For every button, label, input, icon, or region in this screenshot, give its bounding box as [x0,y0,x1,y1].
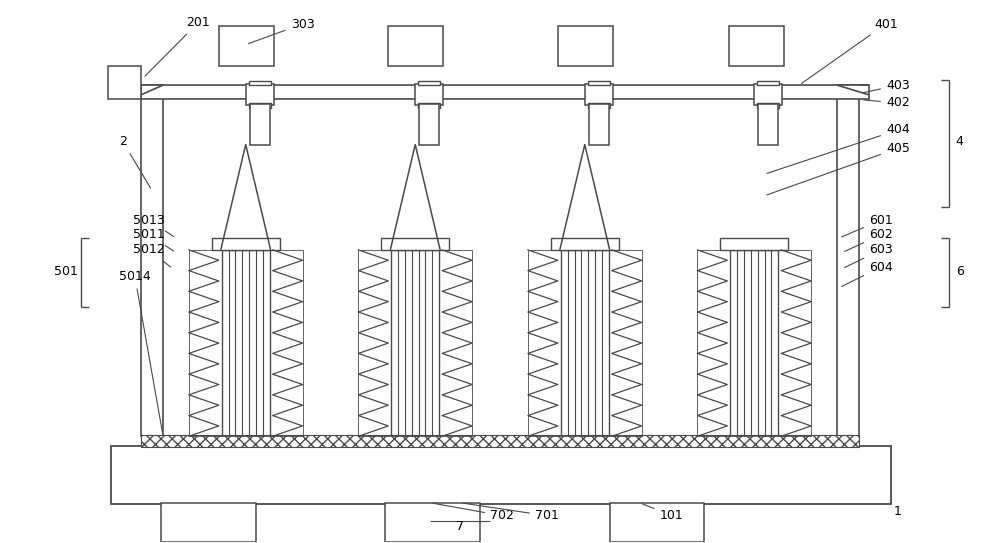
Bar [418,81,440,85]
Text: 501: 501 [54,265,78,278]
Text: 4: 4 [956,135,964,148]
Text: 701: 701 [463,503,559,522]
Bar [111,446,891,504]
Bar [212,238,280,250]
Text: 602: 602 [845,228,893,251]
Bar [585,84,613,105]
Text: 604: 604 [842,261,893,287]
Bar [391,250,439,436]
Text: 5012: 5012 [133,243,171,267]
Text: 401: 401 [801,17,898,84]
Bar [358,250,472,436]
Text: 403: 403 [864,79,910,93]
Bar [697,250,811,436]
Text: 603: 603 [845,243,893,268]
Bar [551,238,619,250]
Bar [219,26,274,66]
Bar [141,85,869,99]
Text: 404: 404 [767,123,910,173]
Bar [754,84,782,105]
Bar [249,81,271,85]
Bar [385,503,480,541]
Text: 2: 2 [119,135,151,188]
Bar [757,81,779,85]
Bar [161,503,256,541]
Bar [729,26,784,66]
Bar [141,435,859,447]
Text: 1: 1 [891,503,902,519]
Bar [528,250,642,436]
Text: 601: 601 [842,214,893,237]
Bar [561,250,609,436]
Text: 402: 402 [864,97,910,110]
Text: 101: 101 [642,504,683,522]
Bar [758,104,778,144]
Bar [730,250,778,436]
Text: 5011: 5011 [133,228,174,251]
Bar [246,84,274,105]
Bar [610,503,704,541]
Bar [589,104,609,144]
Bar [588,104,610,108]
Text: 303: 303 [248,17,314,43]
Bar [141,85,163,436]
Bar [189,250,303,436]
Text: 201: 201 [145,16,210,76]
Bar [837,85,859,436]
Text: 5013: 5013 [133,214,174,236]
Bar [419,104,439,144]
Text: 405: 405 [767,142,910,195]
Text: 7: 7 [456,520,464,533]
Bar [108,66,141,99]
Bar [381,238,449,250]
Bar [757,104,779,108]
Bar [415,84,443,105]
Bar [249,104,271,108]
Text: 5014: 5014 [119,270,162,432]
Bar [588,81,610,85]
Text: 6: 6 [956,265,964,278]
Text: 702: 702 [433,503,514,522]
Bar [720,238,788,250]
Bar [558,26,613,66]
Bar [222,250,270,436]
Bar [388,26,443,66]
Bar [250,104,270,144]
Bar [418,104,440,108]
